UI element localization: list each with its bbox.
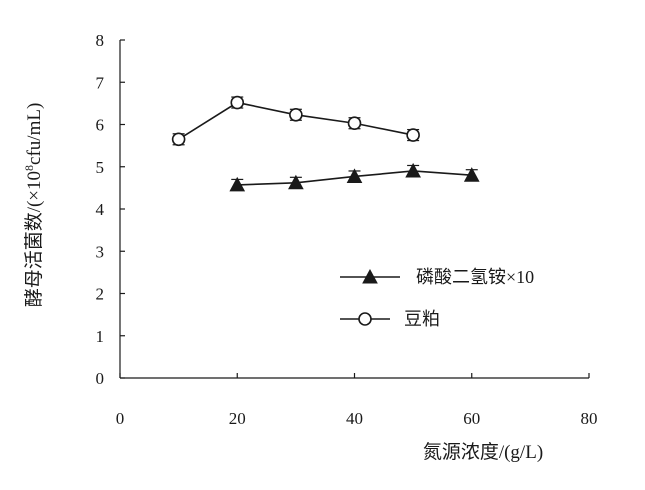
x-tick-label: 0 bbox=[116, 409, 125, 428]
x-axis-label: 氮源浓度/(g/L) bbox=[423, 441, 543, 463]
x-tick-label: 20 bbox=[229, 409, 246, 428]
legend-circle-marker bbox=[358, 312, 372, 326]
legend-label: 豆粕 bbox=[404, 309, 440, 329]
legend: 磷酸二氢铵×10 豆粕 bbox=[340, 267, 534, 329]
x-tick-label: 40 bbox=[346, 409, 363, 428]
data-point-triangle bbox=[229, 176, 246, 192]
x-tick-label: 60 bbox=[463, 409, 480, 428]
y-tick-label: 8 bbox=[96, 31, 105, 50]
legend-item-1: 磷酸二氢铵×10 bbox=[340, 267, 534, 287]
y-axis-label: 酵母活菌数/(×108cfu/mL) bbox=[22, 103, 45, 308]
y-tick-label: 2 bbox=[96, 285, 105, 304]
y-tick-label: 5 bbox=[96, 158, 105, 177]
x-tick-label: 80 bbox=[581, 409, 598, 428]
data-point-triangle bbox=[405, 162, 421, 178]
axes bbox=[119, 40, 589, 379]
series-1 bbox=[229, 162, 480, 192]
legend-label: 磷酸二氢铵×10 bbox=[416, 267, 534, 287]
y-tick-label: 6 bbox=[96, 116, 105, 135]
y-tick-label: 3 bbox=[96, 242, 105, 261]
y-axis-label-prefix: 酵母活菌数/(×10 bbox=[23, 171, 45, 307]
y-tick-label: 1 bbox=[96, 327, 105, 346]
y-tick-label: 7 bbox=[96, 73, 105, 92]
y-axis-label-exponent: 8 bbox=[22, 165, 36, 171]
data-point-circle bbox=[171, 132, 186, 147]
data-point-circle bbox=[289, 107, 303, 122]
y-axis-label-suffix: cfu/mL) bbox=[24, 103, 45, 165]
data-point-triangle bbox=[463, 167, 480, 182]
y-tick-label: 0 bbox=[96, 369, 105, 388]
data-point-triangle bbox=[346, 168, 363, 183]
series-layer bbox=[171, 95, 480, 192]
legend-triangle-marker bbox=[362, 268, 378, 284]
data-point-circle bbox=[406, 128, 420, 142]
legend-item-2: 豆粕 bbox=[340, 309, 440, 329]
data-point-circle bbox=[347, 116, 362, 131]
data-point-circle bbox=[230, 95, 245, 110]
tick-marks bbox=[119, 39, 590, 379]
data-point-triangle bbox=[288, 174, 304, 190]
y-tick-label: 4 bbox=[96, 200, 105, 219]
series-2 bbox=[171, 95, 420, 147]
